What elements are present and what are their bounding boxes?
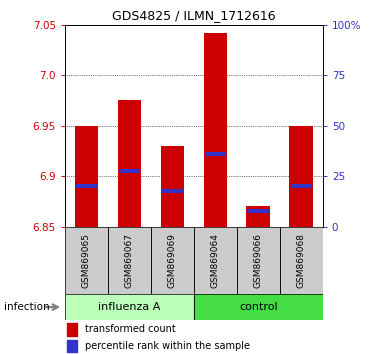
Bar (118, 101, 141, 227)
Bar (194, 227, 237, 294)
Bar (151, 227, 194, 294)
Bar (119, 169, 140, 173)
Bar (65, 227, 108, 294)
Bar (248, 210, 269, 213)
Text: infection: infection (4, 302, 49, 312)
Bar (290, 184, 312, 188)
Bar (204, 33, 227, 227)
Bar (65, 294, 194, 320)
Bar (67, 339, 77, 352)
Bar (108, 227, 151, 294)
Bar (65, 294, 194, 320)
Bar (289, 126, 313, 227)
Title: GDS4825 / ILMN_1712616: GDS4825 / ILMN_1712616 (112, 9, 276, 22)
Bar (194, 294, 323, 320)
Bar (246, 206, 270, 227)
Bar (194, 294, 323, 320)
Bar (151, 227, 194, 294)
Text: transformed count: transformed count (85, 324, 175, 334)
Text: GSM869064: GSM869064 (211, 233, 220, 288)
Bar (162, 189, 183, 193)
Text: GSM869068: GSM869068 (297, 233, 306, 288)
Bar (237, 227, 280, 294)
Bar (75, 126, 98, 227)
Text: GSM869066: GSM869066 (254, 233, 263, 288)
Bar (237, 227, 280, 294)
Bar (205, 152, 226, 156)
Bar (161, 146, 184, 227)
Bar (76, 184, 97, 188)
Bar (280, 227, 323, 294)
Bar (280, 227, 323, 294)
Bar (65, 227, 108, 294)
Text: GSM869067: GSM869067 (125, 233, 134, 288)
Text: control: control (239, 302, 278, 312)
Bar (67, 323, 77, 336)
Text: influenza A: influenza A (98, 302, 161, 312)
Bar (108, 227, 151, 294)
Text: GSM869065: GSM869065 (82, 233, 91, 288)
Text: GSM869069: GSM869069 (168, 233, 177, 288)
Bar (194, 227, 237, 294)
Text: percentile rank within the sample: percentile rank within the sample (85, 341, 250, 351)
